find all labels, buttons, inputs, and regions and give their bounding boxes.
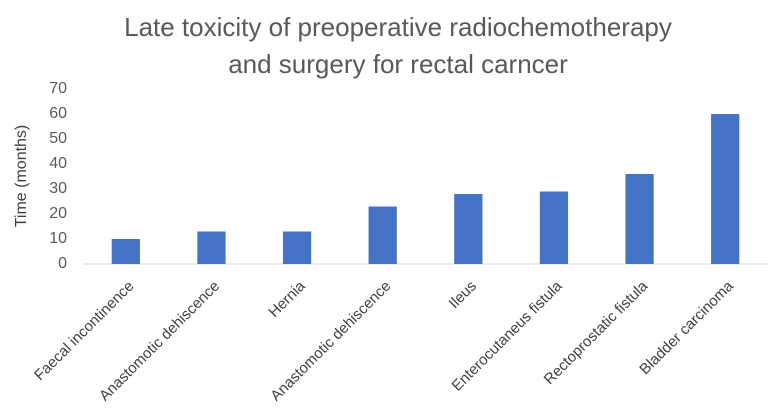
x-tick-label: Bladder carcinoma xyxy=(636,277,737,378)
bar xyxy=(454,194,483,264)
y-tick-label: 0 xyxy=(58,255,67,272)
y-tick-label: 40 xyxy=(49,155,67,172)
bar xyxy=(197,231,226,264)
y-tick-label: 50 xyxy=(49,130,67,147)
y-tick-label: 10 xyxy=(49,230,67,247)
y-tick-label: 20 xyxy=(49,205,67,222)
bar xyxy=(282,231,312,264)
chart-title: Late toxicity of preoperative radiochemo… xyxy=(124,12,672,42)
y-axis-title: Time (months) xyxy=(13,125,30,228)
bar xyxy=(539,191,569,264)
bar xyxy=(711,114,740,264)
bar xyxy=(625,174,654,264)
bar xyxy=(368,206,397,264)
y-tick-label: 70 xyxy=(49,80,67,97)
x-tick-label: Hernia xyxy=(265,277,309,321)
y-tick-label: 30 xyxy=(49,180,67,197)
bar xyxy=(111,239,140,264)
x-tick-label: Ileus xyxy=(446,278,480,312)
y-tick-label: 60 xyxy=(49,105,67,122)
chart-title: and surgery for rectal carncer xyxy=(228,49,568,79)
